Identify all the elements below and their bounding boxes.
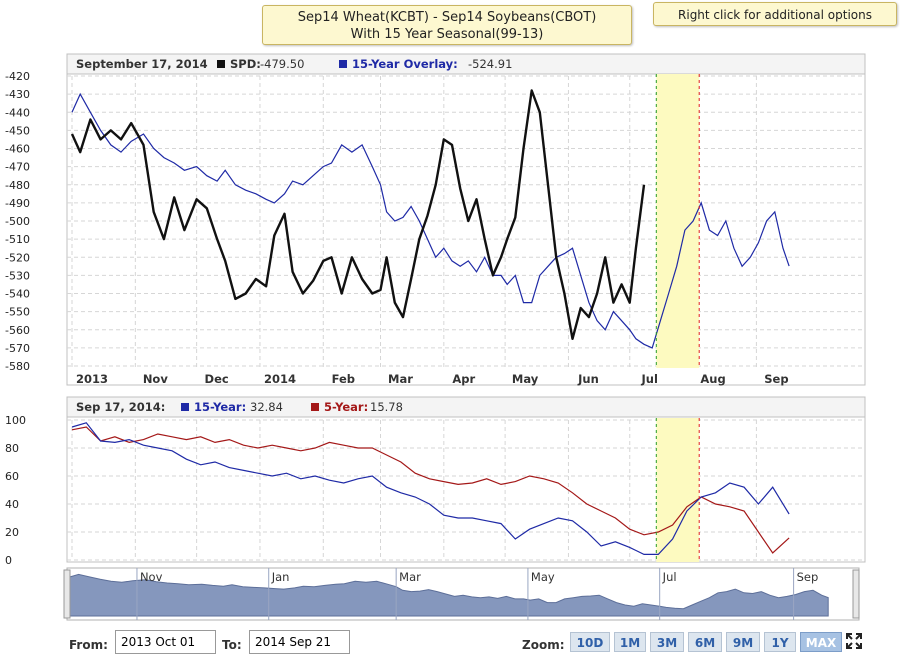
navigator-label: Jul	[662, 570, 677, 584]
price-y-tick: -570	[5, 342, 30, 355]
percentile-y-tick: 100	[5, 414, 26, 427]
percentile-legend-bar	[66, 396, 866, 418]
overlay-value: -524.91	[468, 57, 512, 71]
five-value: 15.78	[370, 400, 403, 414]
navigator-right-handle[interactable]	[852, 569, 860, 619]
price-x-tick: May	[512, 372, 539, 386]
price-y-tick: -560	[5, 324, 30, 337]
price-x-tick: Sep	[764, 372, 788, 386]
price-x-tick: Aug	[700, 372, 725, 386]
price-y-tick: -510	[5, 233, 30, 246]
spd-value: -479.50	[260, 57, 304, 71]
price-legend: September 17, 2014 SPD: -479.50 15-Year …	[76, 57, 512, 71]
percentile-y-tick: 80	[5, 442, 19, 455]
fifteen-swatch	[181, 403, 189, 411]
zoom-label: Zoom:	[522, 638, 565, 652]
spd-swatch	[217, 60, 225, 68]
price-x-tick: Dec	[205, 372, 229, 386]
zoom-max-button[interactable]: MAX	[800, 632, 842, 652]
to-label: To:	[222, 638, 242, 652]
price-x-tick: Feb	[332, 372, 355, 386]
navigator-left-handle[interactable]	[63, 569, 71, 619]
from-date-input[interactable]	[115, 630, 216, 654]
percentile-y-tick: 60	[5, 470, 19, 483]
price-x-tick: Apr	[452, 372, 475, 386]
percentile-y-tick: 0	[5, 554, 12, 567]
five-label: 5-Year:	[324, 400, 368, 414]
overlay-swatch	[339, 60, 347, 68]
fifteen-label: 15-Year:	[194, 400, 246, 414]
fifteen-year-line	[71, 422, 790, 556]
percentile-y-axis: 100 80 60 40 20 0	[5, 414, 26, 567]
price-x-tick: 2013	[76, 372, 108, 386]
zoom-10d-button[interactable]: 10D	[570, 632, 610, 652]
title-line-2: With 15 Year Seasonal(99-13)	[350, 27, 544, 42]
price-y-axis: -420 -430 -440 -450 -460 -470 -480 -490 -500 -510…	[5, 70, 30, 373]
zoom-6m-button[interactable]: 6M	[688, 632, 722, 652]
navigator-label: Mar	[399, 570, 421, 584]
zoom-1m-button[interactable]: 1M	[614, 632, 646, 652]
overlay-15-year-line	[71, 92, 790, 349]
navigator-axis: Nov Jan Mar May Jul Sep	[136, 568, 819, 620]
price-y-tick: -520	[5, 251, 30, 264]
price-y-tick: -460	[5, 143, 30, 156]
five-year-line	[71, 426, 790, 554]
overlay-label: 15-Year Overlay:	[352, 57, 458, 71]
zoom-1y-button[interactable]: 1Y	[764, 632, 796, 652]
spd-line	[70, 89, 646, 340]
price-y-tick: -580	[5, 360, 30, 373]
seasonal-window-highlight	[656, 74, 700, 368]
fifteen-value: 32.84	[250, 400, 283, 414]
price-y-tick: -490	[5, 197, 30, 210]
price-x-tick: Jun	[577, 372, 599, 386]
navigator-area	[69, 573, 829, 617]
percentile-legend: Sep 17, 2014: 15-Year: 32.84 5-Year: 15.…	[76, 400, 403, 414]
price-y-tick: -470	[5, 161, 30, 174]
price-y-tick: -440	[5, 106, 30, 119]
chart-title: Sep14 Wheat(KCBT) - Sep14 Soybeans(CBOT)…	[262, 5, 632, 45]
legend-date: September 17, 2014	[76, 57, 208, 71]
price-y-tick: -540	[5, 288, 30, 301]
price-legend-bar	[66, 53, 866, 75]
spd-label: SPD:	[230, 57, 261, 71]
price-y-tick: -550	[5, 306, 30, 319]
title-line-1: Sep14 Wheat(KCBT) - Sep14 Soybeans(CBOT)	[297, 10, 597, 25]
price-y-tick: -420	[5, 70, 30, 83]
navigator-label: Jan	[271, 570, 290, 584]
navigator-label: May	[531, 570, 555, 584]
price-y-tick: -530	[5, 269, 30, 282]
seasonal-window-highlight-lower	[656, 418, 700, 562]
seasonal-chart: -420 -430 -440 -450 -460 -470 -480 -490 -500 -510…	[5, 53, 866, 621]
range-selector: From: To: Zoom: 10D 1M 3M 6M 9M 1Y MAX	[0, 628, 900, 661]
from-label: From:	[69, 638, 108, 652]
zoom-9m-button[interactable]: 9M	[726, 632, 760, 652]
price-y-tick: -500	[5, 215, 30, 228]
price-y-tick: -480	[5, 179, 30, 192]
percentile-y-tick: 20	[5, 526, 19, 539]
zoom-3m-button[interactable]: 3M	[650, 632, 684, 652]
price-y-tick: -450	[5, 124, 30, 137]
price-y-tick: -430	[5, 88, 30, 101]
navigator-label: Sep	[797, 570, 819, 584]
price-x-tick: Jul	[641, 372, 658, 386]
fullscreen-expand-icon[interactable]	[845, 632, 863, 650]
navigator-label: Nov	[140, 570, 163, 584]
price-x-tick: Mar	[388, 372, 413, 386]
price-x-tick: 2014	[264, 372, 296, 386]
percentile-y-tick: 40	[5, 498, 19, 511]
percentile-panel-frame	[66, 396, 866, 563]
legend-date-lower: Sep 17, 2014:	[76, 400, 165, 414]
five-swatch	[311, 403, 319, 411]
options-hint[interactable]: Right click for additional options	[653, 2, 897, 26]
price-x-axis: 2013 Nov Dec 2014 Feb Mar Apr May Jun Jul Aug Sep	[76, 372, 789, 386]
price-panel-frame	[66, 53, 866, 386]
price-x-tick: Nov	[143, 372, 169, 386]
to-date-input[interactable]	[249, 630, 350, 654]
